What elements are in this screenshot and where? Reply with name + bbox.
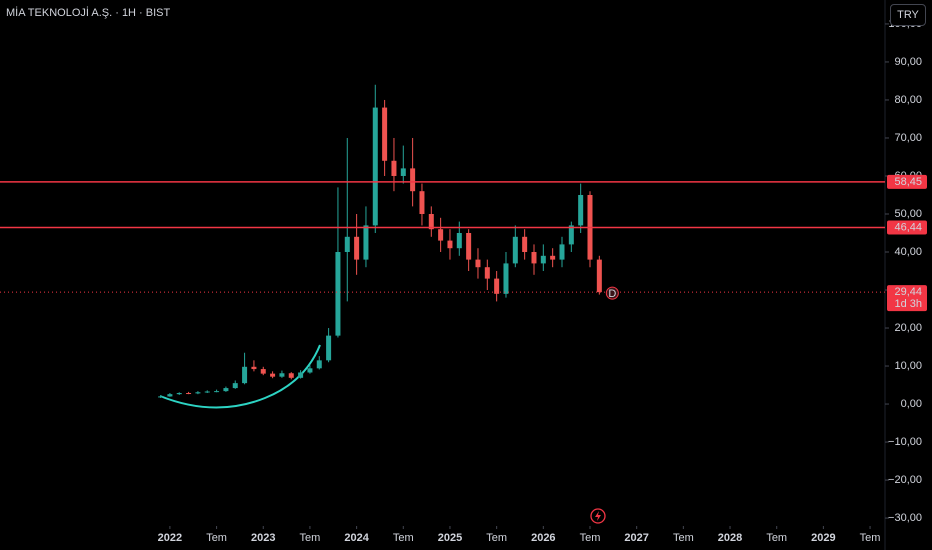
candle-body	[298, 372, 304, 378]
candle-body	[512, 236, 518, 264]
candle-body	[559, 244, 565, 260]
last-price-box	[887, 285, 927, 312]
price-line-box	[887, 174, 927, 189]
x-tick-label: 2027	[624, 532, 648, 544]
x-tick-label: Tem	[580, 532, 601, 544]
price-line-label: 58,45	[894, 176, 922, 188]
candle-body	[260, 369, 266, 374]
x-tick-label: 2023	[251, 532, 275, 544]
event-marker-label: D	[608, 288, 616, 300]
candle-body	[326, 335, 332, 361]
candle-body	[428, 213, 434, 230]
x-tick-label: Tem	[300, 532, 321, 544]
y-tick-label: −20,00	[888, 474, 922, 486]
candle-body	[223, 388, 229, 392]
candle-body	[158, 396, 164, 398]
candle-body	[363, 225, 369, 260]
candle-body	[270, 373, 276, 377]
price-line-box	[887, 220, 927, 235]
candle-body	[176, 393, 182, 395]
candle-body	[232, 383, 238, 389]
last-price-countdown: 1d 3h	[894, 298, 922, 310]
candle-body	[596, 259, 602, 293]
curve-drawing	[159, 344, 321, 409]
y-tick-label: 70,00	[894, 132, 922, 144]
x-tick-label: Tem	[766, 532, 787, 544]
candle-body	[540, 255, 546, 264]
candle-body	[372, 107, 378, 226]
candle-body	[242, 366, 248, 384]
y-tick-label: 20,00	[894, 322, 922, 334]
x-tick-label: 2022	[158, 532, 182, 544]
candle-body	[578, 194, 584, 226]
candle-body	[522, 236, 528, 253]
x-tick-label: Tem	[486, 532, 507, 544]
candle-body	[400, 168, 406, 176]
x-tick-label: Tem	[673, 532, 694, 544]
candle-body	[167, 394, 173, 397]
candle-body	[335, 252, 341, 336]
candle-body	[438, 229, 444, 241]
last-price-label: 29,44	[894, 286, 922, 298]
y-tick-label: 10,00	[894, 360, 922, 372]
candle-body	[251, 366, 257, 370]
candle-body	[316, 360, 322, 369]
x-tick-label: 2025	[438, 532, 462, 544]
candle-body	[503, 263, 509, 294]
event-marker	[605, 286, 619, 300]
candle-body	[410, 168, 416, 192]
candle-body	[466, 232, 472, 260]
x-tick-label: 2024	[344, 532, 369, 544]
x-tick-label: Tem	[860, 532, 881, 544]
candle-body	[288, 373, 294, 378]
candle-body	[568, 225, 574, 245]
price-line-label: 46,44	[894, 221, 922, 233]
y-tick-label: 0,00	[901, 398, 922, 410]
currency-button[interactable]: TRY	[890, 4, 926, 26]
chart-title: MİA TEKNOLOJİ A.Ş. · 1H · BIST	[6, 6, 171, 19]
x-tick-label: Tem	[393, 532, 414, 544]
candle-body	[531, 252, 537, 264]
y-tick-label: 80,00	[894, 94, 922, 106]
candle-body	[214, 391, 220, 393]
x-tick-label: 2028	[718, 532, 742, 544]
x-tick-label: 2029	[811, 532, 835, 544]
y-tick-label: 50,00	[894, 208, 922, 220]
candle-body	[354, 236, 360, 260]
candle-body	[419, 191, 425, 214]
y-tick-label: 90,00	[894, 56, 922, 68]
candle-body	[447, 240, 453, 249]
candle-body	[475, 259, 481, 268]
candle-body	[195, 392, 201, 394]
candle-body	[307, 368, 313, 373]
candle-body	[344, 236, 350, 253]
candle-body	[484, 267, 490, 279]
candle-body	[204, 391, 210, 393]
candle-body	[550, 255, 556, 260]
candle-body	[186, 393, 192, 395]
candle-body	[494, 278, 500, 294]
flash-icon	[590, 508, 606, 524]
candle-body	[382, 107, 388, 161]
x-tick-label: 2026	[531, 532, 555, 544]
candle-body	[456, 232, 462, 249]
y-tick-label: −10,00	[888, 436, 922, 448]
candle-body	[391, 160, 397, 176]
x-tick-label: Tem	[206, 532, 227, 544]
y-tick-label: −30,00	[888, 512, 922, 524]
candle-body	[279, 373, 285, 377]
y-tick-label: 40,00	[894, 246, 922, 258]
